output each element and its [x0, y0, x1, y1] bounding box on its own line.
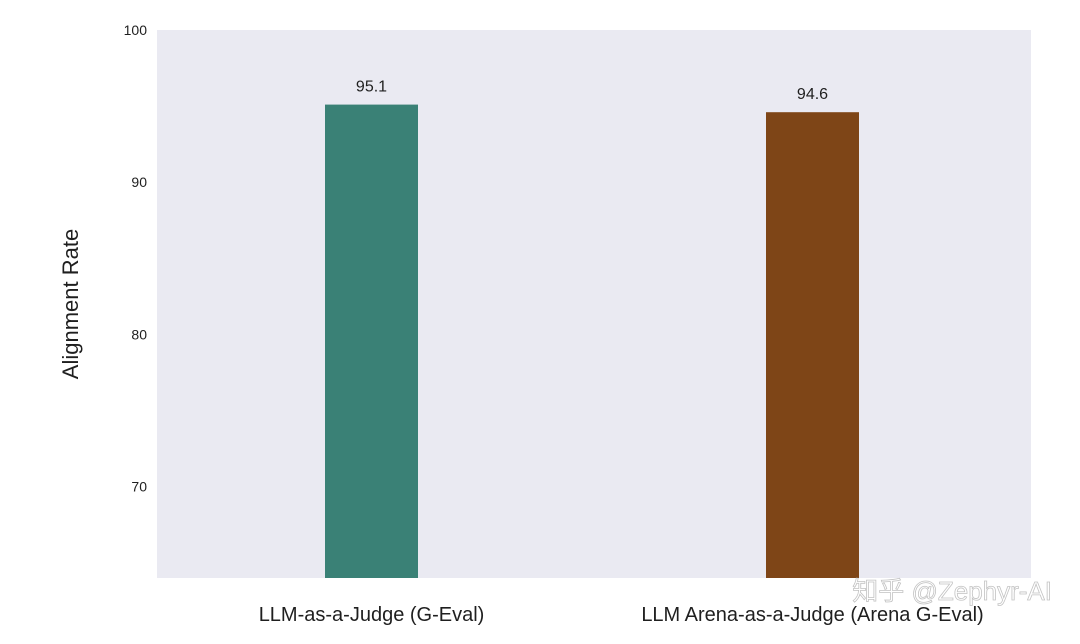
data-labels: 95.1 94.6: [356, 79, 828, 104]
y-axis-title: Alignment Rate: [58, 229, 83, 379]
y-tick-label: 90: [131, 174, 147, 190]
bar-value-label: 94.6: [797, 86, 828, 103]
bar: [766, 112, 859, 578]
bar-value-label: 95.1: [356, 79, 387, 96]
bars: [325, 104, 859, 578]
y-tick-label: 100: [124, 22, 148, 38]
bar: [325, 104, 418, 578]
y-axis-ticks: 70 80 90 100: [124, 22, 148, 495]
x-tick-label: LLM Arena-as-a-Judge (Arena G-Eval): [641, 604, 983, 626]
watermark-text: 知乎 @Zephyr-AI: [852, 576, 1052, 606]
plot-area: [157, 30, 1031, 578]
y-tick-label: 70: [131, 479, 147, 495]
x-axis-tick-labels: LLM-as-a-Judge (G-Eval) LLM Arena-as-a-Ju…: [259, 604, 984, 626]
x-tick-label: LLM-as-a-Judge (G-Eval): [259, 604, 485, 626]
y-tick-label: 80: [131, 326, 147, 342]
